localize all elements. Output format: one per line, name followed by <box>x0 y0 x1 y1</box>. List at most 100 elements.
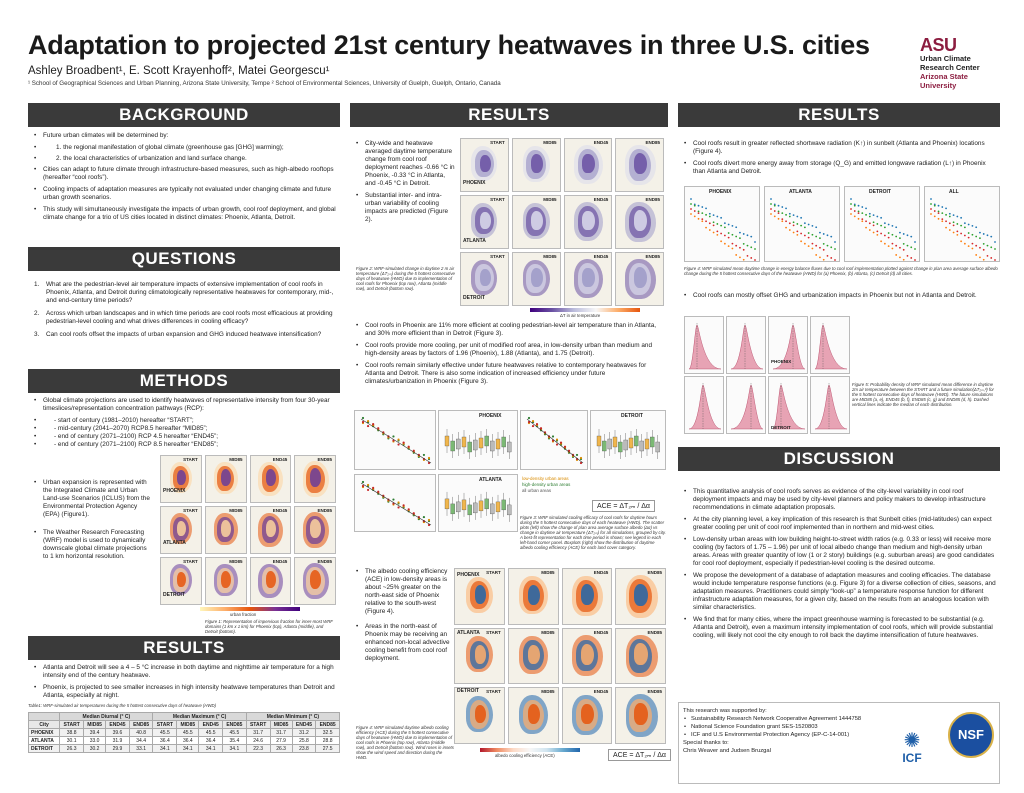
table-cell: 30.1 <box>59 736 85 745</box>
box <box>495 501 501 513</box>
map-region <box>530 211 543 230</box>
table-cell: 45.5 <box>176 728 200 737</box>
energy-point <box>819 256 821 259</box>
fig3-box-atlanta: ATLANTA <box>438 474 518 532</box>
energy-point <box>933 203 936 206</box>
table-cell: 36.4 <box>152 736 178 745</box>
figure-1-maps: START MID85 END45 END85 START MID85 END45 END85… <box>160 455 336 605</box>
map-panel: START <box>454 627 505 685</box>
energy-point <box>796 230 799 233</box>
energy-point <box>788 212 791 215</box>
energy-point <box>902 248 905 251</box>
map-region <box>176 520 187 537</box>
map-panel: MID85 <box>507 687 559 744</box>
map-region <box>633 210 647 231</box>
methods-bullet-1: Global climate projections are used to i… <box>34 397 336 413</box>
box <box>490 440 495 452</box>
energy-point <box>937 204 940 207</box>
scatter-point <box>559 441 563 444</box>
logo-line-1: Urban Climate <box>920 54 971 63</box>
energy-point <box>826 254 829 257</box>
energy-point <box>792 224 795 227</box>
table-city-cell: PHOENIX <box>27 728 61 737</box>
energy-point <box>883 226 886 229</box>
scatter-point <box>427 461 431 465</box>
scatter-point <box>422 515 426 519</box>
energy-point <box>975 235 978 238</box>
energy-point <box>853 204 856 207</box>
energy-point <box>979 237 981 240</box>
energy-point <box>830 235 833 238</box>
results-mid-bullet-2: Substantial inter- and intra-urban varia… <box>356 192 456 224</box>
scatter-point <box>427 456 431 460</box>
fig3-box-phoenix: PHOENIX <box>438 410 518 470</box>
energy-point <box>781 212 784 215</box>
energy-point <box>754 259 756 261</box>
fig4-colorbar <box>480 748 580 752</box>
energy-point <box>811 224 814 227</box>
support-item-1: Sustainability Research Network Cooperat… <box>683 715 861 723</box>
energy-point <box>910 246 913 249</box>
energy-point <box>967 245 970 248</box>
table-col-header: MID85 <box>83 720 107 729</box>
energy-point <box>739 231 741 234</box>
map-panel: START <box>454 687 505 744</box>
box <box>473 439 478 451</box>
box <box>650 436 655 448</box>
fig1-row-detroit: DETROIT <box>163 592 185 598</box>
energy-point <box>945 220 947 223</box>
map-panel-label: START <box>486 689 501 695</box>
energy-point <box>960 232 963 235</box>
map-panel: END45 <box>561 627 613 685</box>
energy-point <box>735 254 738 256</box>
density-panel-label: PHOENIX <box>771 359 792 364</box>
map-region <box>265 570 277 589</box>
energy-point <box>822 258 825 261</box>
table-cell: 38.8 <box>59 728 85 737</box>
energy-point <box>895 254 898 256</box>
affiliations: ¹ School of Geographical Sciences and Ur… <box>28 80 501 87</box>
scatter-point <box>361 420 365 424</box>
energy-point <box>716 233 719 236</box>
energy-point <box>723 234 726 237</box>
fig3-label-atlanta: ATLANTA <box>479 477 502 483</box>
energy-point <box>746 254 749 257</box>
table-cell: 29.9 <box>105 744 130 753</box>
box <box>456 501 461 513</box>
energy-point <box>868 229 871 231</box>
energy-point <box>963 226 966 229</box>
scatter-point <box>397 506 400 509</box>
icf-logo-text: ICF <box>902 751 922 765</box>
density-curve <box>730 324 764 370</box>
figure-1-caption: Figure 1: Representation of impervious f… <box>205 619 333 634</box>
support-box: This research was supported by: Sustaina… <box>678 702 1000 784</box>
map-region <box>527 644 541 665</box>
results-mid-bullet-3: Cool roofs in Phoenix are 11% more effic… <box>356 322 666 338</box>
energy-point <box>982 233 985 235</box>
table-cell: 31.7 <box>269 728 293 737</box>
energy-point <box>967 236 970 239</box>
energy-point <box>830 257 833 259</box>
questions-header: QUESTIONS <box>28 247 340 271</box>
scatter-point <box>366 483 370 487</box>
map-panel: START <box>454 568 505 625</box>
table-col-header: MID85 <box>269 720 293 729</box>
energy-point <box>861 218 864 221</box>
energy-point <box>723 242 726 245</box>
background-sub-1: 1. the regional manifestation of global … <box>34 144 336 152</box>
map-panel: MID85 <box>507 627 559 685</box>
results-mid-text-1: City-wide and heatwave averaged daytime … <box>356 140 456 228</box>
question-2: 2. Across which urban landscapes and in w… <box>34 310 333 325</box>
fig3-scatter-detroit <box>520 410 588 470</box>
results-right-bullet-2: Cool roofs divert more energy away from … <box>684 160 998 176</box>
support-thanks: Special thanks to: <box>683 740 729 746</box>
energy-point <box>979 231 981 234</box>
map-panel: MID85 <box>204 557 247 605</box>
fit-line <box>526 418 584 464</box>
energy-point <box>865 213 867 216</box>
group-diurnal: Median Diurnal (° C) <box>59 712 154 721</box>
energy-point <box>910 235 913 238</box>
box <box>467 441 472 453</box>
energy-point <box>712 221 715 224</box>
scatter-point <box>579 461 583 465</box>
